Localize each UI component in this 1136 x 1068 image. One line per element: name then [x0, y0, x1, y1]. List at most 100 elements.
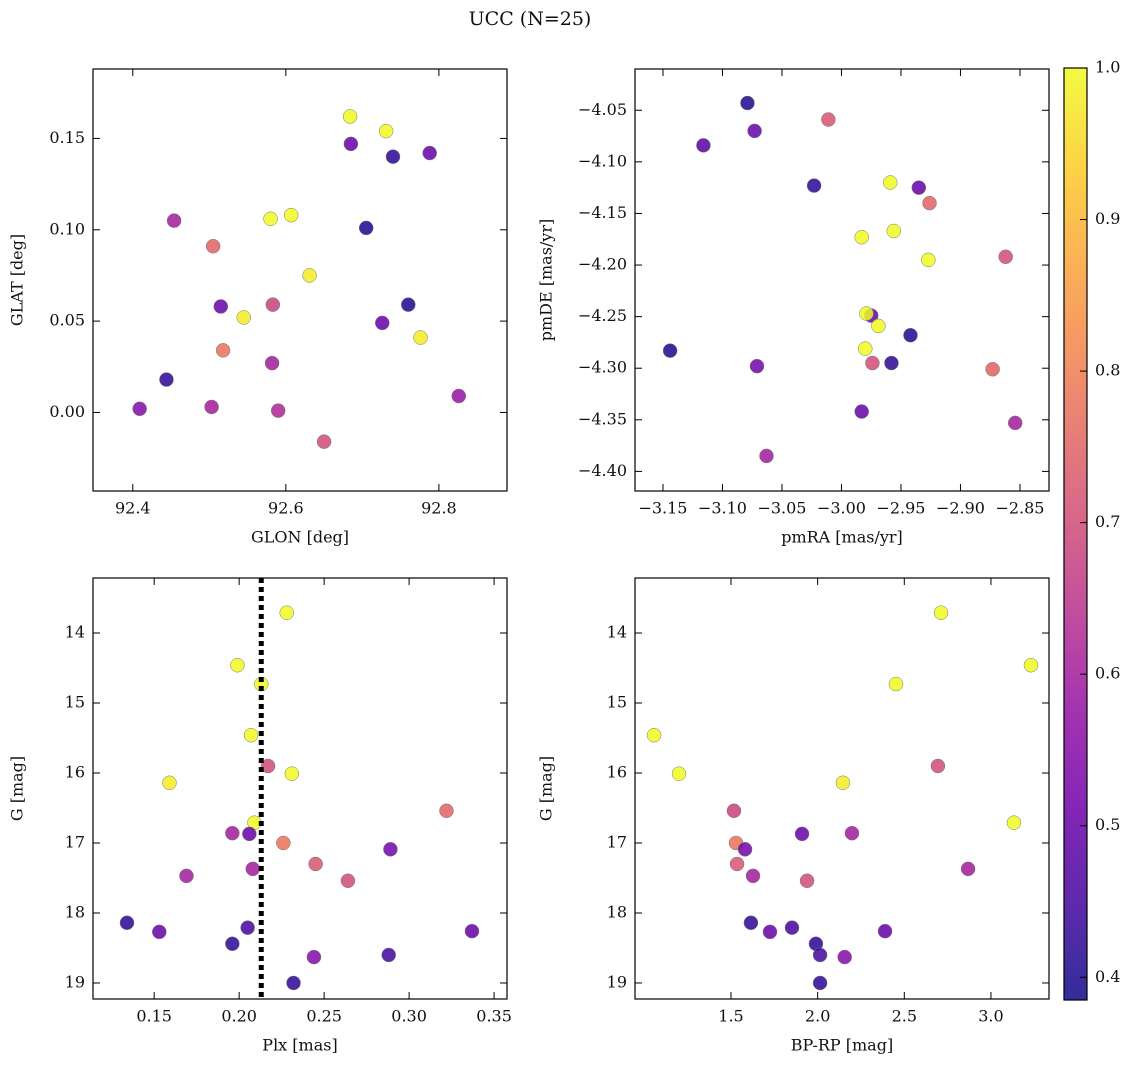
data-point — [745, 868, 761, 884]
x-tick-label: 0.20 — [221, 1007, 257, 1026]
x-tick-label: −3.05 — [757, 499, 806, 518]
data-point — [302, 268, 317, 283]
data-point — [284, 766, 300, 781]
subplot: 1.5 2.0 2.5 3.0 14 15 16 17 18 19 BP-RP [mag] G [ma… — [537, 577, 1050, 1055]
data-point — [132, 401, 147, 417]
y-tick-label: 0.05 — [49, 311, 85, 330]
y-tick-label: 17 — [607, 832, 627, 851]
data-point — [799, 873, 815, 889]
axes-frame — [634, 577, 1050, 1000]
data-point — [378, 123, 394, 139]
y-tick-label: −4.35 — [578, 409, 627, 428]
data-point — [998, 249, 1013, 265]
axes-frame — [92, 68, 508, 492]
data-point — [835, 775, 851, 791]
data-point — [308, 856, 323, 872]
x-tick-label: −3.00 — [817, 499, 866, 518]
x-tick-label: 2.0 — [805, 1007, 830, 1026]
x-tick-label: 92.4 — [115, 499, 151, 518]
data-point — [242, 826, 257, 842]
subplot: −3.15 −3.10 −3.05 −3.00 −2.95 −2.90 −2.85 −4.05… — [537, 68, 1050, 547]
y-tick-label: −4.20 — [578, 255, 627, 274]
x-tick-label: 3.0 — [978, 1007, 1003, 1026]
figure-title: UCC (N=25) — [469, 8, 592, 30]
x-tick-label: −3.15 — [638, 499, 687, 518]
colorbar-tick-label: 0.6 — [1095, 664, 1120, 683]
data-point — [671, 766, 687, 781]
data-point — [883, 175, 898, 190]
colorbar-tick-label: 0.4 — [1095, 967, 1120, 986]
y-tick-label: 19 — [607, 972, 627, 991]
y-tick-label: −4.25 — [578, 306, 627, 325]
x-tick-label: 92.8 — [421, 499, 457, 518]
x-axis-label: BP-RP [mag] — [791, 1036, 893, 1055]
y-tick-label: 15 — [607, 693, 627, 712]
data-point — [245, 861, 261, 877]
x-tick-label: −3.10 — [698, 499, 747, 518]
y-tick-label: −4.10 — [578, 151, 627, 170]
data-point — [243, 727, 259, 743]
y-tick-label: −4.40 — [578, 461, 627, 480]
y-tick-label: 15 — [65, 693, 85, 712]
x-axis-label: GLON [deg] — [251, 528, 349, 547]
data-point — [263, 211, 278, 227]
data-point — [230, 657, 245, 673]
data-point — [837, 949, 852, 965]
axes-frame — [634, 68, 1050, 492]
data-point — [794, 826, 810, 842]
data-point — [854, 229, 869, 245]
data-point — [762, 924, 778, 940]
x-tick-label: −2.95 — [876, 499, 925, 518]
y-tick-label: 14 — [607, 623, 627, 642]
y-tick-label: −4.30 — [578, 358, 627, 377]
data-point — [1007, 415, 1023, 431]
y-tick-label: 17 — [65, 832, 85, 851]
data-point — [884, 355, 899, 371]
subplot: 92.4 92.6 92.8 0.00 0.05 0.10 0.15 GLON [deg] GL… — [8, 68, 508, 547]
data-point — [812, 975, 828, 991]
data-point — [422, 145, 437, 161]
data-point — [877, 923, 893, 939]
x-axis-label: Plx [mas] — [262, 1036, 337, 1055]
x-axis-label: pmRA [mas/yr] — [781, 528, 903, 547]
data-point — [306, 949, 322, 965]
data-point — [260, 758, 276, 774]
data-point — [806, 178, 822, 193]
y-tick-label: 14 — [65, 623, 85, 642]
data-point — [383, 842, 398, 857]
data-point — [375, 315, 390, 331]
data-point — [1006, 815, 1022, 830]
data-point — [737, 842, 753, 857]
data-point — [215, 343, 231, 358]
subplot: 0.15 0.20 0.25 0.30 0.35 14 15 16 17 18 19 Plx [mas… — [8, 577, 512, 1055]
y-tick-label: 19 — [65, 972, 85, 991]
x-tick-label: 0.25 — [306, 1007, 342, 1026]
y-axis-label: G [mag] — [537, 756, 556, 821]
data-point — [179, 868, 194, 884]
data-point — [152, 924, 167, 940]
data-point — [740, 95, 755, 111]
data-point — [225, 936, 240, 952]
data-point — [858, 341, 873, 356]
data-point — [729, 856, 745, 872]
colorbar-tick-label: 0.8 — [1095, 361, 1120, 380]
data-point — [646, 727, 662, 743]
data-point — [854, 404, 869, 419]
data-point — [286, 975, 301, 991]
data-point — [279, 605, 294, 620]
x-tick-label: 92.6 — [268, 499, 304, 518]
data-point — [464, 923, 480, 939]
data-point — [903, 327, 918, 343]
colorbar-tick-label: 0.9 — [1095, 209, 1120, 228]
data-point — [439, 803, 454, 819]
x-tick-label: 2.5 — [892, 1007, 917, 1026]
axes-frame — [92, 577, 508, 1000]
data-point — [812, 947, 828, 963]
colorbar — [1063, 67, 1088, 1001]
y-tick-label: −4.15 — [578, 203, 627, 222]
data-point — [1023, 657, 1039, 673]
data-point — [270, 403, 286, 418]
data-point — [413, 330, 428, 345]
y-tick-label: 18 — [607, 902, 627, 921]
